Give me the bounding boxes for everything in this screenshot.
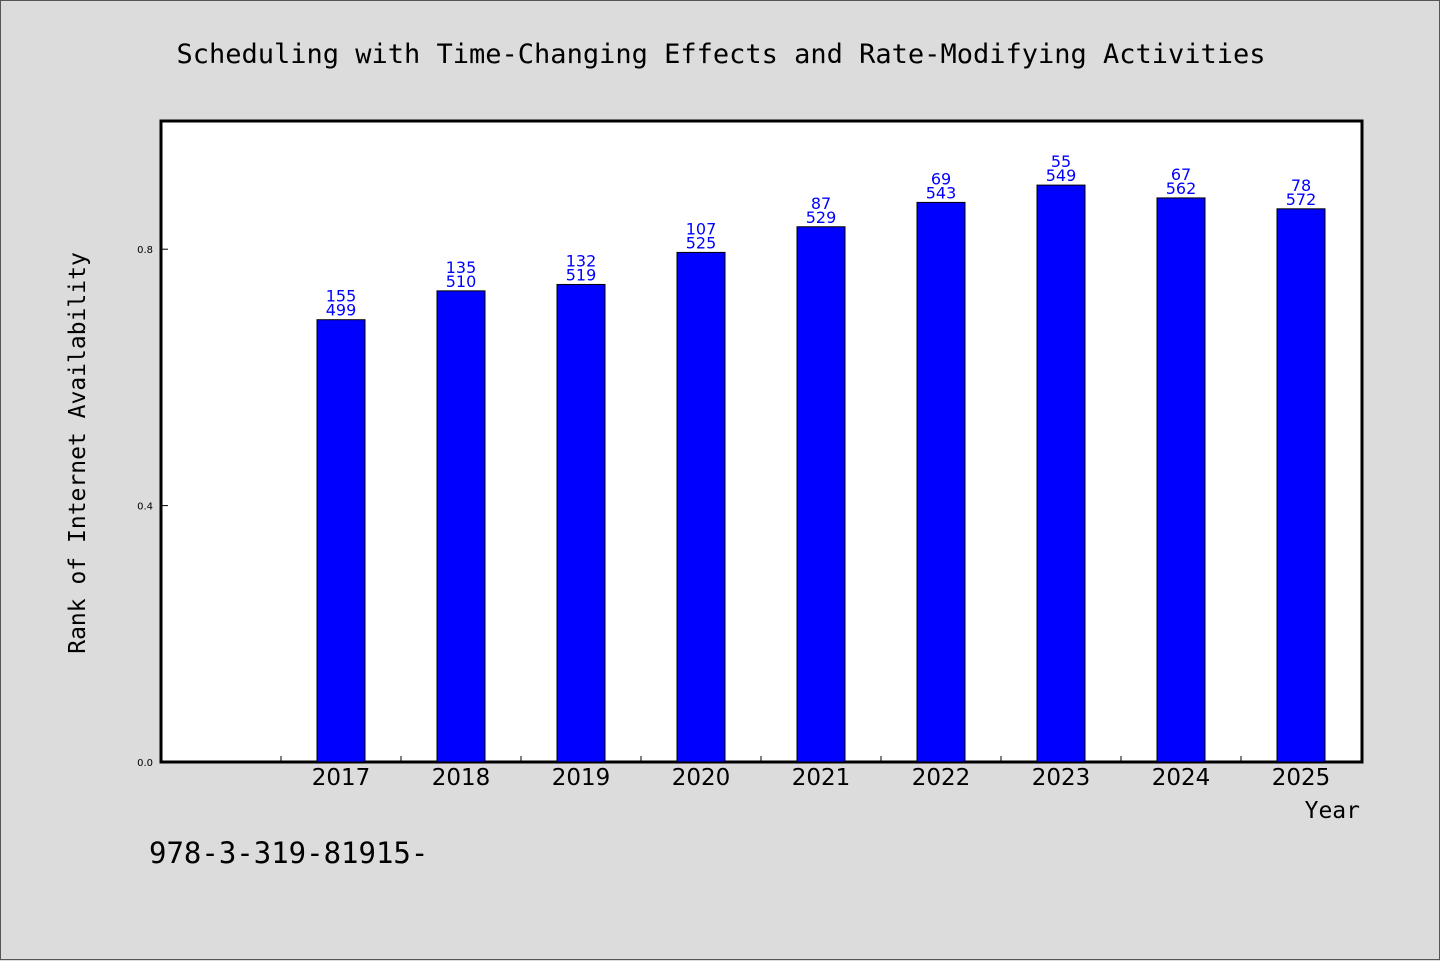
bar-2018 — [436, 290, 486, 763]
bar-label-top: 132 — [566, 251, 597, 270]
bar-label-bottom: 562 — [1166, 179, 1197, 198]
x-axis: 2017 2018 2019 2020 2021 2022 2023 2024 2025 — [280, 756, 1362, 791]
bar-label-bottom: 519 — [566, 265, 597, 284]
y-axis-label: Rank of Internet Availability — [65, 252, 91, 654]
bar-label-top: 55 — [1051, 152, 1071, 171]
bar-2023 — [1036, 184, 1086, 763]
bar-label-top: 69 — [931, 169, 951, 188]
bar-2024 — [1156, 197, 1206, 763]
bar-label-top: 78 — [1291, 176, 1311, 195]
bar-label-top: 67 — [1171, 165, 1191, 184]
bar-2017 — [316, 319, 366, 763]
bar-2025 — [1276, 208, 1326, 763]
bar-label-bottom: 499 — [326, 301, 357, 320]
x-tick-label: 2018 — [432, 765, 491, 791]
x-tick-label: 2021 — [792, 765, 851, 791]
bar-2022 — [916, 201, 966, 763]
x-tick-label: 2019 — [552, 765, 611, 791]
bars — [316, 184, 1326, 763]
x-tick-label: 2023 — [1032, 765, 1091, 791]
bar-2019 — [556, 283, 606, 763]
bar-label-top: 107 — [686, 219, 717, 238]
x-tick-label: 2017 — [312, 765, 371, 791]
bar-label-bottom: 549 — [1046, 166, 1077, 185]
x-tick-label: 2025 — [1272, 765, 1331, 791]
y-tick-label: 0.4 — [137, 502, 153, 513]
bar-label-top: 87 — [811, 194, 831, 213]
bar-2021 — [796, 226, 846, 763]
y-tick-label: 0.8 — [137, 245, 153, 256]
y-tick-label: 0.0 — [137, 758, 153, 769]
x-tick-label: 2020 — [672, 765, 731, 791]
bar-label-bottom: 529 — [806, 208, 837, 227]
bar-2020 — [676, 251, 726, 763]
x-tick-label: 2024 — [1152, 765, 1211, 791]
chart-title: Scheduling with Time-Changing Effects an… — [176, 39, 1265, 70]
x-tick-label: 2022 — [912, 765, 971, 791]
bar-label-top: 155 — [326, 287, 357, 306]
isbn-text: 978-3-319-81915- — [149, 836, 428, 870]
bar-label-bottom: 572 — [1286, 190, 1317, 209]
y-axis: 0.0 0.4 0.8 — [137, 245, 168, 769]
bar-label-top: 135 — [446, 258, 477, 277]
bar-label-bottom: 510 — [446, 272, 477, 291]
bar-label-bottom: 543 — [926, 183, 957, 202]
x-axis-label: Year — [1305, 798, 1360, 824]
bar-label-bottom: 525 — [686, 233, 717, 252]
